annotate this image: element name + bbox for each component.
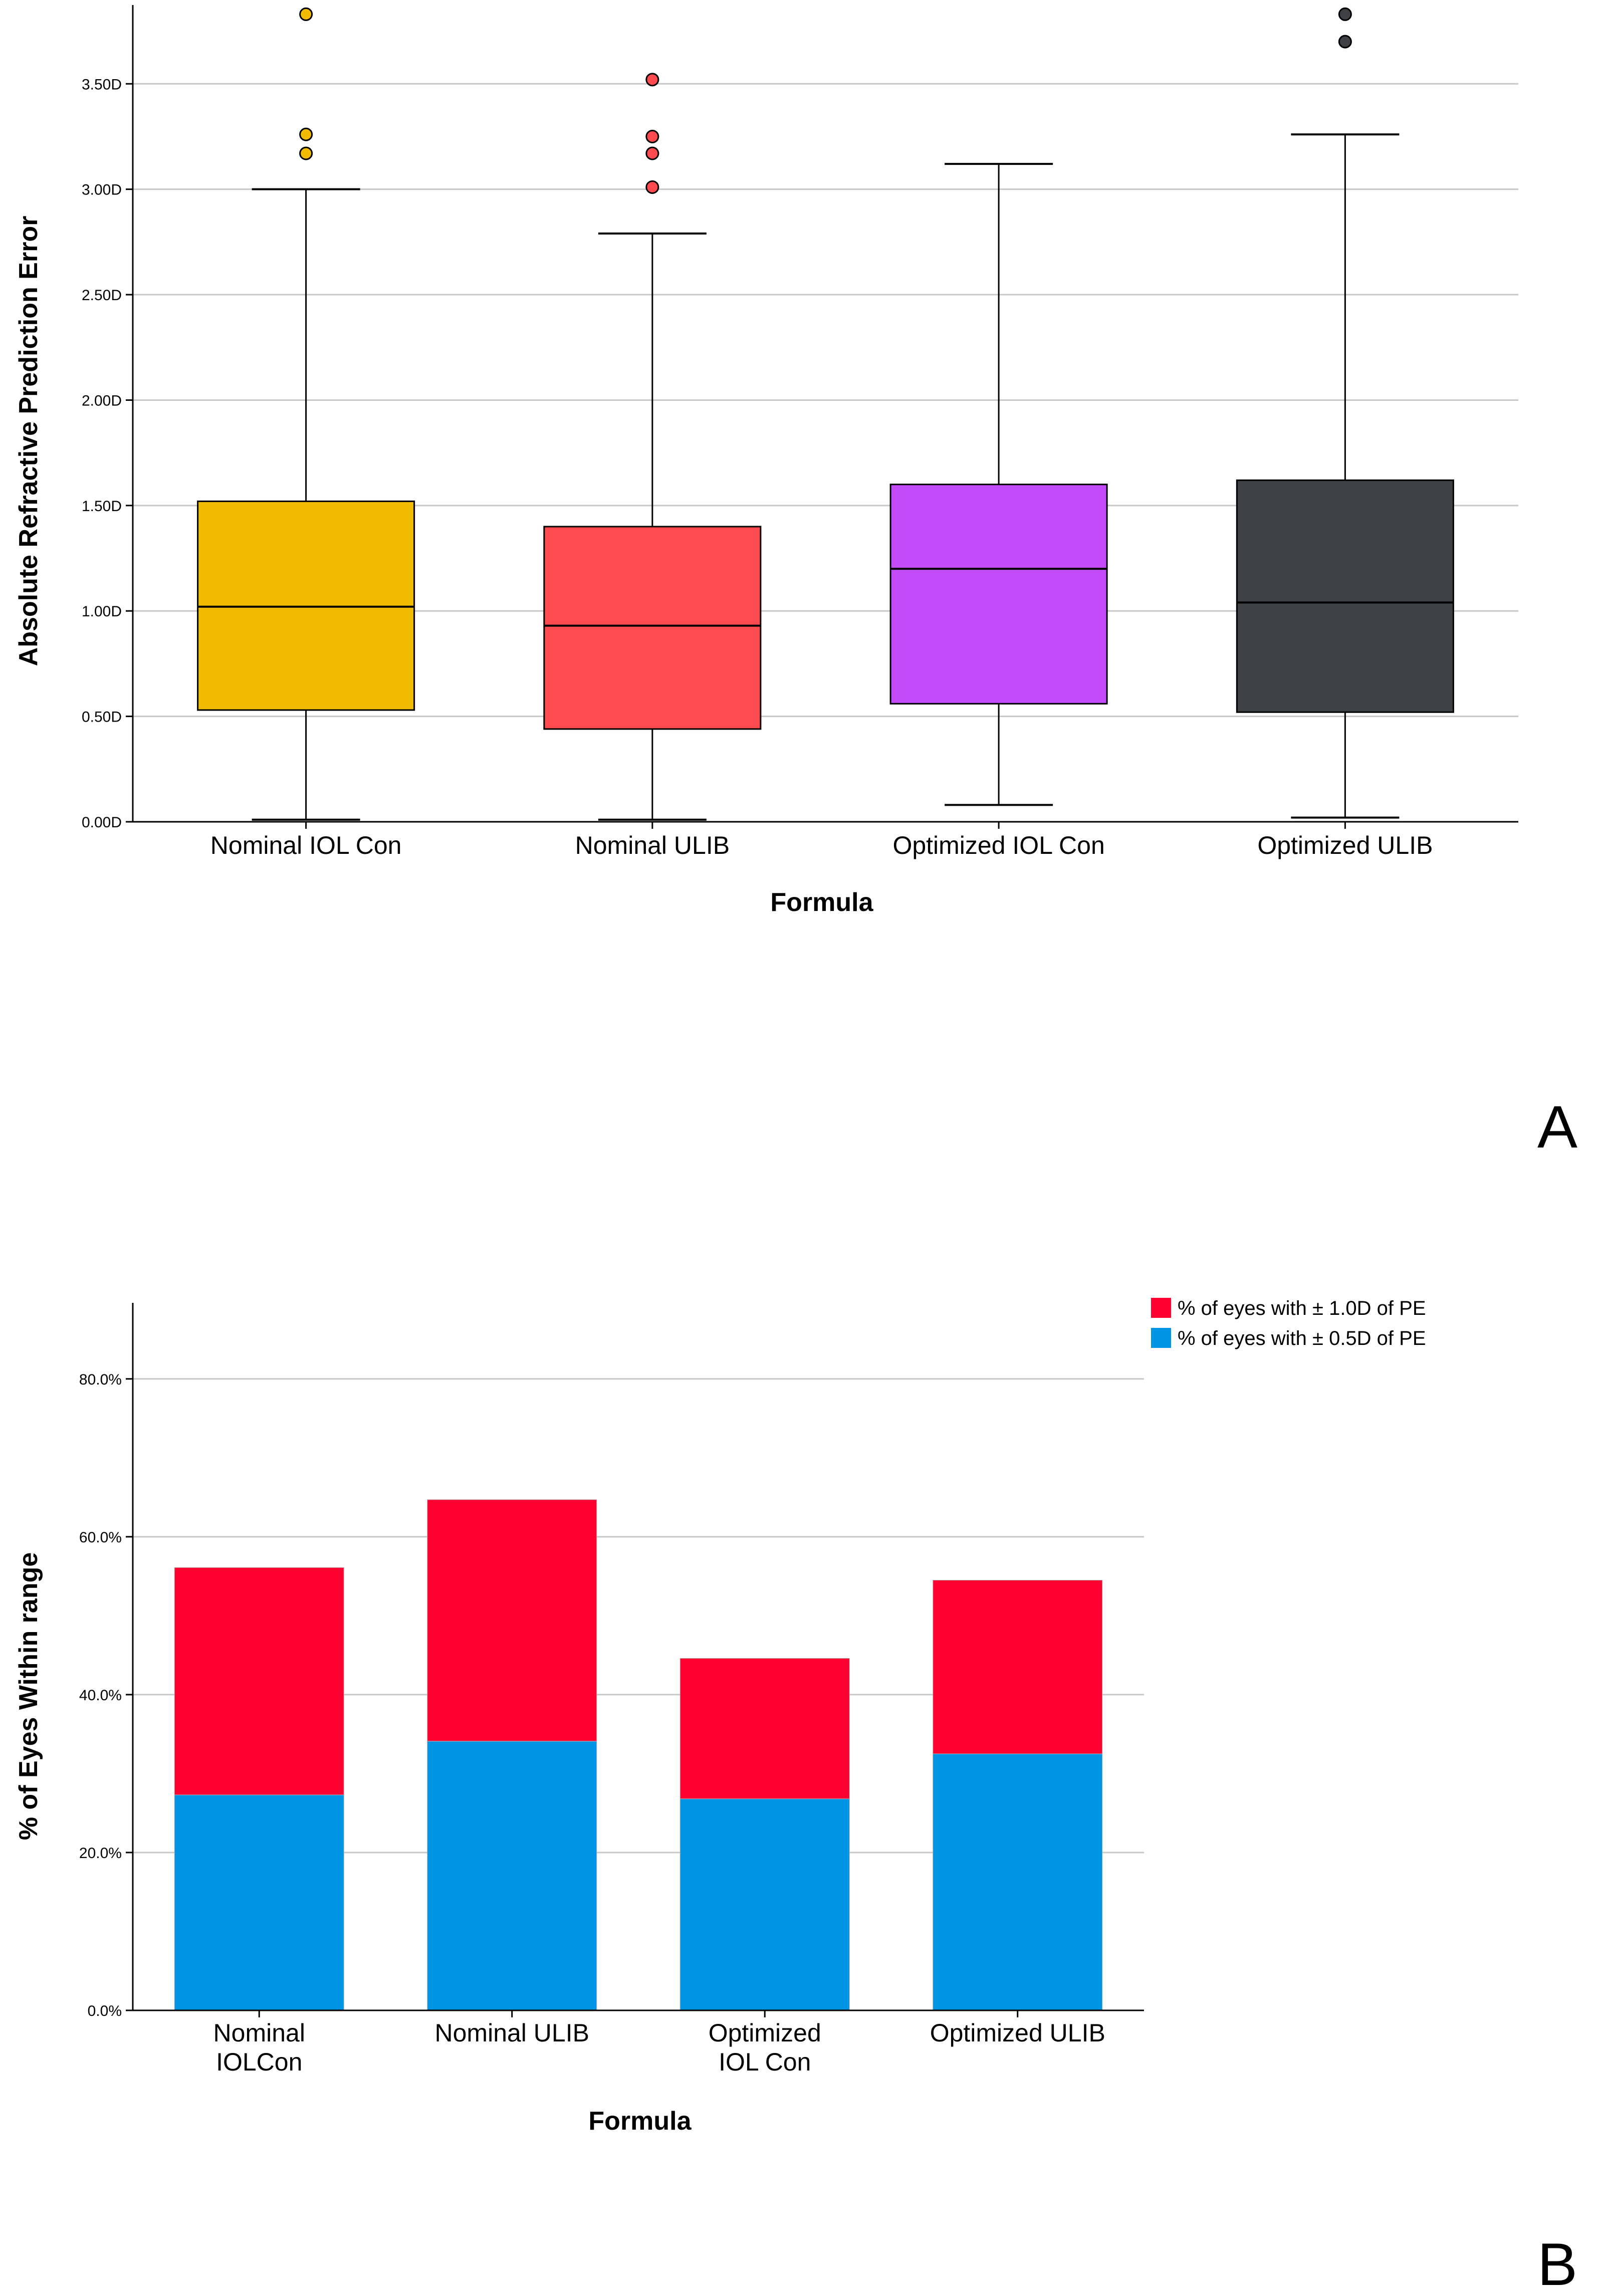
box bbox=[1236, 479, 1454, 713]
panel-label-a: A bbox=[1537, 1093, 1577, 1161]
bar-y-tick-label: 0.0% bbox=[88, 2003, 122, 2019]
boxplot-chart: 0.00D 0.50D 1.00D 1.50D 2.00D 2.50D 3.00D 3.50D… bbox=[14, 5, 1518, 917]
bar-category-label: Nominal bbox=[213, 2019, 305, 2047]
legend-swatch bbox=[1151, 1298, 1171, 1318]
bar-y-tick-label: 60.0% bbox=[79, 1529, 122, 1546]
bar-y-tick-label: 40.0% bbox=[79, 1687, 122, 1704]
boxplot-x-axis-title: Formula bbox=[770, 888, 873, 917]
outlier-point bbox=[1338, 35, 1352, 49]
outlier-point bbox=[645, 129, 659, 143]
boxplot-y-tick-label: 0.00D bbox=[82, 814, 122, 831]
boxplot-y-tick-label: 1.00D bbox=[82, 603, 122, 620]
bar-segment bbox=[933, 1579, 1103, 1754]
outlier-point bbox=[299, 146, 313, 160]
boxplot-category-label: Optimized IOL Con bbox=[892, 831, 1104, 859]
boxplot-y-axis-title: Absolute Refractive Prediction Error bbox=[14, 216, 43, 666]
boxplot-category-label: Optimized ULIB bbox=[1257, 831, 1433, 859]
boxplot-category-label: Nominal IOL Con bbox=[210, 831, 402, 859]
bar-segment bbox=[679, 1658, 850, 1799]
outlier-point bbox=[645, 146, 659, 160]
box bbox=[543, 526, 762, 730]
bar-category-label: IOL Con bbox=[719, 2048, 811, 2076]
bar-segment bbox=[679, 1798, 850, 2011]
outlier-point bbox=[1338, 7, 1352, 21]
boxplot-y-tick-label: 2.00D bbox=[82, 392, 122, 409]
boxplot-y-tick-label: 1.50D bbox=[82, 498, 122, 515]
bar-category-label: Optimized ULIB bbox=[930, 2019, 1105, 2047]
outlier-point bbox=[299, 127, 313, 141]
boxplot-category-label: Nominal ULIB bbox=[575, 831, 730, 859]
legend-swatch bbox=[1151, 1328, 1171, 1348]
legend-label: % of eyes with ± 0.5D of PE bbox=[1178, 1327, 1426, 1349]
bar-segment bbox=[427, 1741, 597, 2011]
bar-y-tick-label: 20.0% bbox=[79, 1845, 122, 1862]
outlier-point bbox=[645, 180, 659, 194]
box bbox=[889, 484, 1108, 705]
outlier-point bbox=[299, 7, 313, 21]
box bbox=[197, 500, 415, 711]
legend: % of eyes with ± 1.0D of PE % of eyes wit… bbox=[1151, 1297, 1426, 1349]
bar-segment bbox=[427, 1499, 597, 1742]
boxplot-y-tick-label: 3.50D bbox=[82, 76, 122, 93]
boxplot-y-tick-label: 2.50D bbox=[82, 287, 122, 304]
bar-category-label: Optimized bbox=[709, 2019, 821, 2047]
legend-label: % of eyes with ± 1.0D of PE bbox=[1178, 1297, 1426, 1319]
bar-category-label: Nominal ULIB bbox=[435, 2019, 589, 2047]
boxplot-y-tick-label: 3.00D bbox=[82, 182, 122, 198]
bar-y-tick-label: 80.0% bbox=[79, 1371, 122, 1388]
bar-y-axis-title: % of Eyes Within range bbox=[14, 1552, 43, 1841]
boxplot-y-tick-label: 0.50D bbox=[82, 709, 122, 726]
bar-segment bbox=[174, 1567, 344, 1795]
bar-category-label: IOLCon bbox=[216, 2048, 302, 2076]
outlier-point bbox=[645, 73, 659, 87]
bar-segment bbox=[174, 1794, 344, 2011]
bar-segment bbox=[933, 1753, 1103, 2011]
bar-x-axis-title: Formula bbox=[588, 2107, 692, 2136]
panel-label-b: B bbox=[1537, 2231, 1577, 2296]
